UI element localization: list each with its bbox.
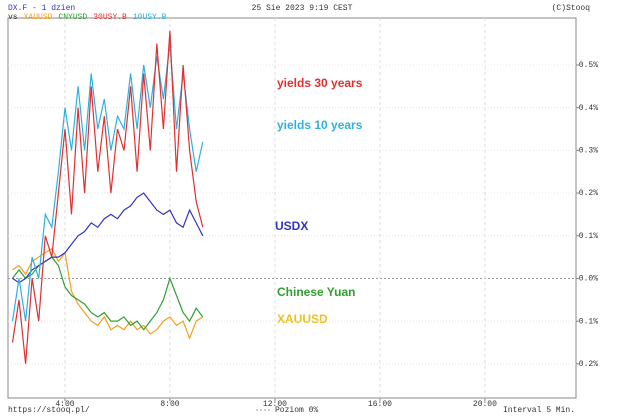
y-tick-label: -0.2% — [574, 360, 598, 369]
y-tick-label: 0.2% — [579, 189, 598, 198]
y-tick-label: -0.1% — [574, 317, 598, 326]
chart-subtitle: 25 Sie 2023 9:19 CEST — [252, 4, 353, 13]
footer-interval: Interval 5 Min. — [503, 406, 575, 415]
legend-prefix: vs — [8, 13, 18, 22]
y-tick-label: 0.3% — [579, 146, 598, 155]
annotation: yields 30 years — [277, 76, 363, 90]
plot-frame — [7, 17, 577, 399]
source: (C)Stooq — [552, 4, 591, 13]
chart-title: DX.F - 1 dzien — [8, 4, 75, 13]
series-line — [12, 192, 204, 284]
annotation: XAUUSD — [277, 312, 328, 326]
annotation: USDX — [275, 219, 308, 233]
legend-entry: XAUUSD — [24, 13, 53, 22]
y-tick-label: 0.0% — [579, 275, 598, 284]
legend-entry: 10USY.B — [133, 13, 167, 22]
x-tick-label: 20:00 — [473, 400, 497, 409]
x-tick-label: 16:00 — [368, 400, 392, 409]
y-tick-label: 0.4% — [579, 104, 598, 113]
footer-url: https://stooq.pl/ — [8, 406, 90, 415]
series-line — [11, 43, 204, 322]
legend-entry: 30USY.B — [93, 13, 127, 22]
x-tick-label: 12:00 — [263, 400, 287, 409]
y-tick-label: 0.1% — [579, 232, 598, 241]
legend-entry: CNYUSD — [58, 13, 87, 22]
series-line — [11, 30, 204, 364]
annotation: Chinese Yuan — [277, 285, 355, 299]
x-tick-label: 4:00 — [55, 400, 74, 409]
x-tick-label: 8:00 — [160, 400, 179, 409]
footer-reference: Poziom 0% — [275, 406, 318, 415]
y-tick-label: 0.5% — [579, 61, 598, 70]
legend: vs XAUUSD CNYUSD 30USY.B 10USY.B — [8, 13, 167, 22]
annotation: yields 10 years — [277, 118, 363, 132]
